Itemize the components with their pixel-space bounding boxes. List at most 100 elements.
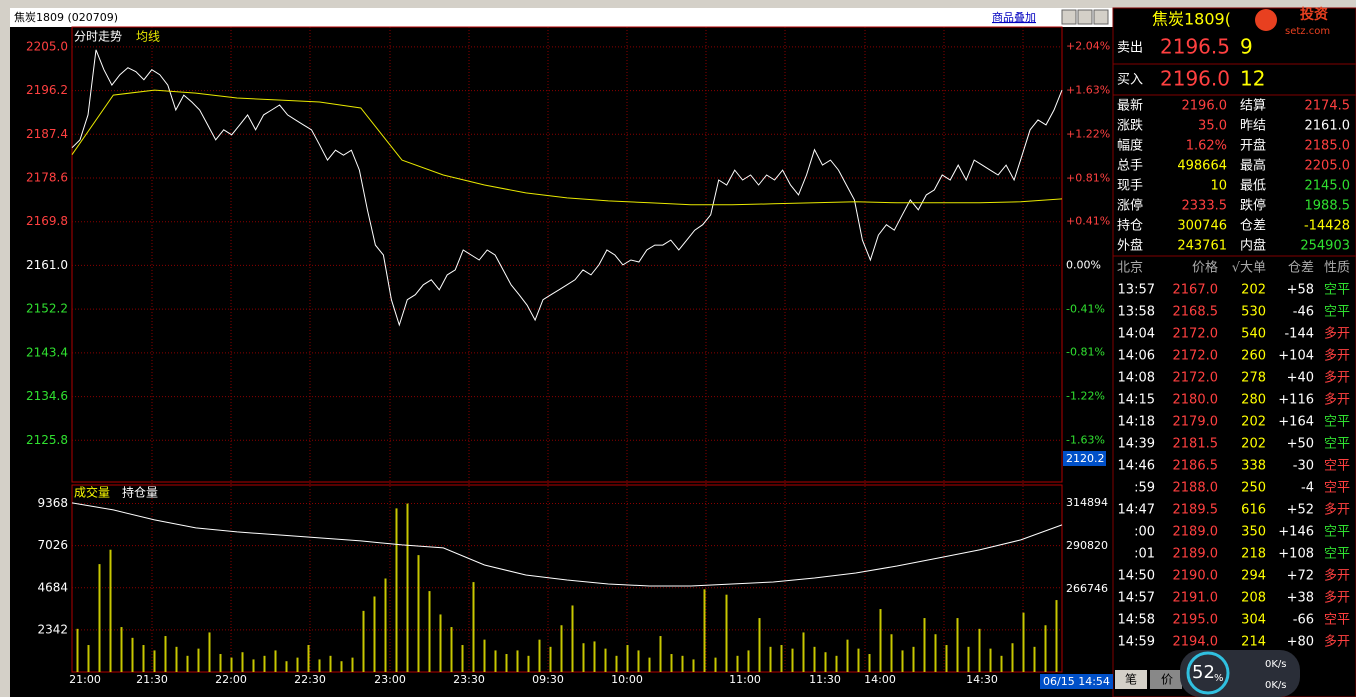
y-tick-label: 2134.6	[26, 389, 68, 403]
trade-cell: 214	[1241, 635, 1266, 650]
trade-cell: 14:58	[1118, 613, 1155, 628]
date-box	[1040, 674, 1113, 689]
side-toolbar[interactable]	[0, 8, 10, 697]
trade-cell: +104	[1278, 349, 1314, 364]
trade-cell: 304	[1241, 613, 1266, 628]
trade-cell: 350	[1241, 525, 1266, 540]
volume-bar	[318, 659, 321, 672]
stat-value: 243761	[1177, 239, 1227, 254]
volume-bar	[549, 646, 552, 672]
volume-bar	[582, 643, 585, 672]
trade-cell: +50	[1287, 437, 1314, 452]
y-tick-label: 2143.4	[26, 345, 68, 359]
y-tick-label: 2125.8	[26, 433, 68, 447]
stat-label: 最高	[1240, 158, 1266, 174]
nav-button[interactable]	[1093, 9, 1109, 25]
stat-value: 2185.0	[1305, 139, 1351, 154]
trade-cell: 空平	[1324, 613, 1350, 628]
nav-button[interactable]	[1077, 9, 1093, 25]
trade-cell: 2188.0	[1173, 481, 1219, 496]
y-tick-label: 2169.8	[26, 214, 68, 228]
stat-label: 总手	[1117, 159, 1143, 174]
volume-bar	[186, 655, 189, 672]
y-tick-label: 2187.4	[26, 127, 68, 141]
trade-cell: 2180.0	[1173, 393, 1219, 408]
x-tick-label: 23:30	[453, 673, 485, 686]
trade-cell: 278	[1241, 371, 1266, 386]
volume-bar	[450, 627, 453, 672]
stat-value: -14428	[1304, 219, 1350, 234]
y-tick-label: 2342	[37, 622, 68, 636]
table-header: √大单	[1232, 261, 1266, 276]
volume-bar	[340, 661, 343, 672]
legend-entry: 均线	[136, 30, 160, 44]
volume-bar	[142, 645, 145, 672]
y-tick-label: 9368	[37, 496, 68, 510]
stat-value: 300746	[1177, 219, 1227, 234]
book-price: 2196.0	[1160, 67, 1230, 91]
volume-bar	[252, 659, 255, 672]
volume-bar	[692, 659, 695, 672]
trade-cell: 多开	[1324, 348, 1350, 364]
trade-cell: 2189.0	[1173, 547, 1219, 562]
x-tick-label: 14:00	[864, 673, 896, 686]
volume-bar	[241, 652, 244, 672]
trade-cell: 14:18	[1118, 415, 1155, 430]
volume-bar	[560, 625, 563, 672]
series-line	[71, 89, 1063, 206]
volume-bar	[76, 628, 79, 672]
trade-cell: 202	[1241, 437, 1266, 452]
legend-entry: 持仓量	[122, 485, 158, 500]
trade-cell: 2167.0	[1173, 283, 1219, 298]
volume-bar	[483, 639, 486, 672]
stat-value: 10	[1210, 179, 1227, 194]
stat-value: 2205.0	[1305, 159, 1351, 174]
volume-bar	[714, 657, 717, 672]
y2-tick-label: 266746	[1066, 582, 1108, 595]
volume-bar	[274, 650, 277, 672]
meter-ring	[1186, 651, 1230, 695]
y-tick-label: 2152.2	[26, 302, 68, 316]
trade-cell: 14:08	[1118, 371, 1155, 386]
volume-bar	[1033, 646, 1036, 672]
tab[interactable]	[1150, 670, 1182, 689]
stat-value: 2174.5	[1305, 99, 1351, 114]
book-price: 2196.5	[1160, 35, 1230, 59]
book-qty: 9	[1240, 35, 1253, 59]
trade-cell: 208	[1241, 591, 1266, 606]
tab[interactable]	[1115, 670, 1147, 689]
speed-up: 0K/s	[1265, 659, 1287, 670]
trade-cell: 空平	[1324, 525, 1350, 540]
price-plot	[71, 26, 1063, 483]
trade-cell: 空平	[1324, 547, 1350, 562]
logo-icon	[1255, 9, 1277, 31]
stat-label: 仓差	[1240, 219, 1266, 234]
y2-tick-label: +0.41%	[1066, 214, 1110, 227]
stat-label: 现手	[1117, 179, 1143, 194]
trade-cell: +58	[1287, 283, 1314, 298]
stat-label: 最低	[1240, 179, 1266, 194]
volume-bar	[384, 578, 387, 672]
stat-label: 结算	[1240, 99, 1266, 114]
stat-label: 外盘	[1117, 238, 1143, 254]
volume-bar	[1011, 643, 1014, 672]
volume-bar	[923, 618, 926, 672]
stat-label: 涨跌	[1117, 118, 1143, 134]
volume-bar	[769, 646, 772, 672]
x-tick-label: 09:30	[532, 673, 564, 686]
trade-cell: 多开	[1324, 502, 1350, 518]
y2-tick-label: +1.63%	[1066, 83, 1110, 96]
trade-cell: 14:04	[1118, 327, 1155, 342]
trade-cell: 540	[1241, 327, 1266, 342]
nav-button[interactable]	[1061, 9, 1077, 25]
volume-bar	[439, 614, 442, 672]
volume-bar	[197, 648, 200, 672]
trade-cell: 空平	[1324, 415, 1350, 430]
overlay-button[interactable]: 商品叠加	[992, 10, 1036, 24]
volume-bar	[461, 645, 464, 672]
meter-value: 52	[1192, 662, 1215, 683]
volume-bar	[780, 645, 783, 672]
trade-cell: 202	[1241, 283, 1266, 298]
y2-tick-label: -1.63%	[1066, 433, 1105, 446]
series-line	[71, 49, 1063, 327]
